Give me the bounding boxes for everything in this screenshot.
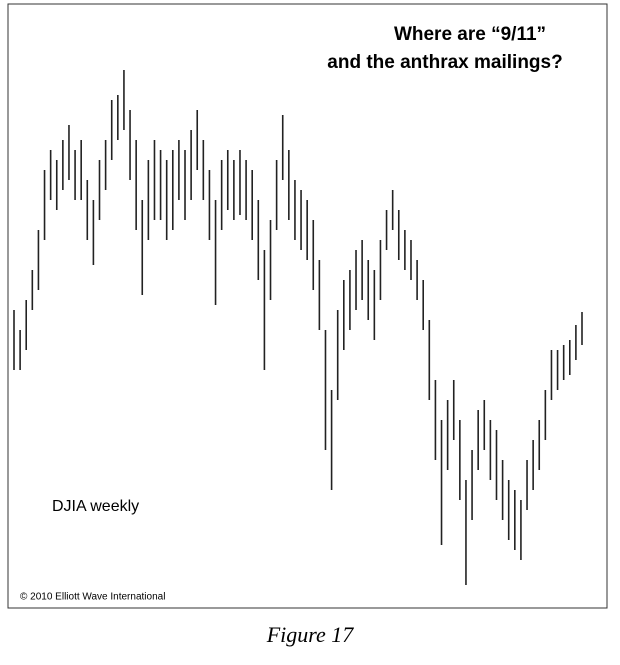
chart-title: and the anthrax mailings? [327,52,562,73]
credit: © 2010 Elliott Wave International [20,592,165,603]
caption: Figure 17 [266,622,355,647]
series-label: DJIA weekly [52,498,139,515]
chart-title: Where are “9/11” [394,24,546,45]
frame [7,3,608,609]
